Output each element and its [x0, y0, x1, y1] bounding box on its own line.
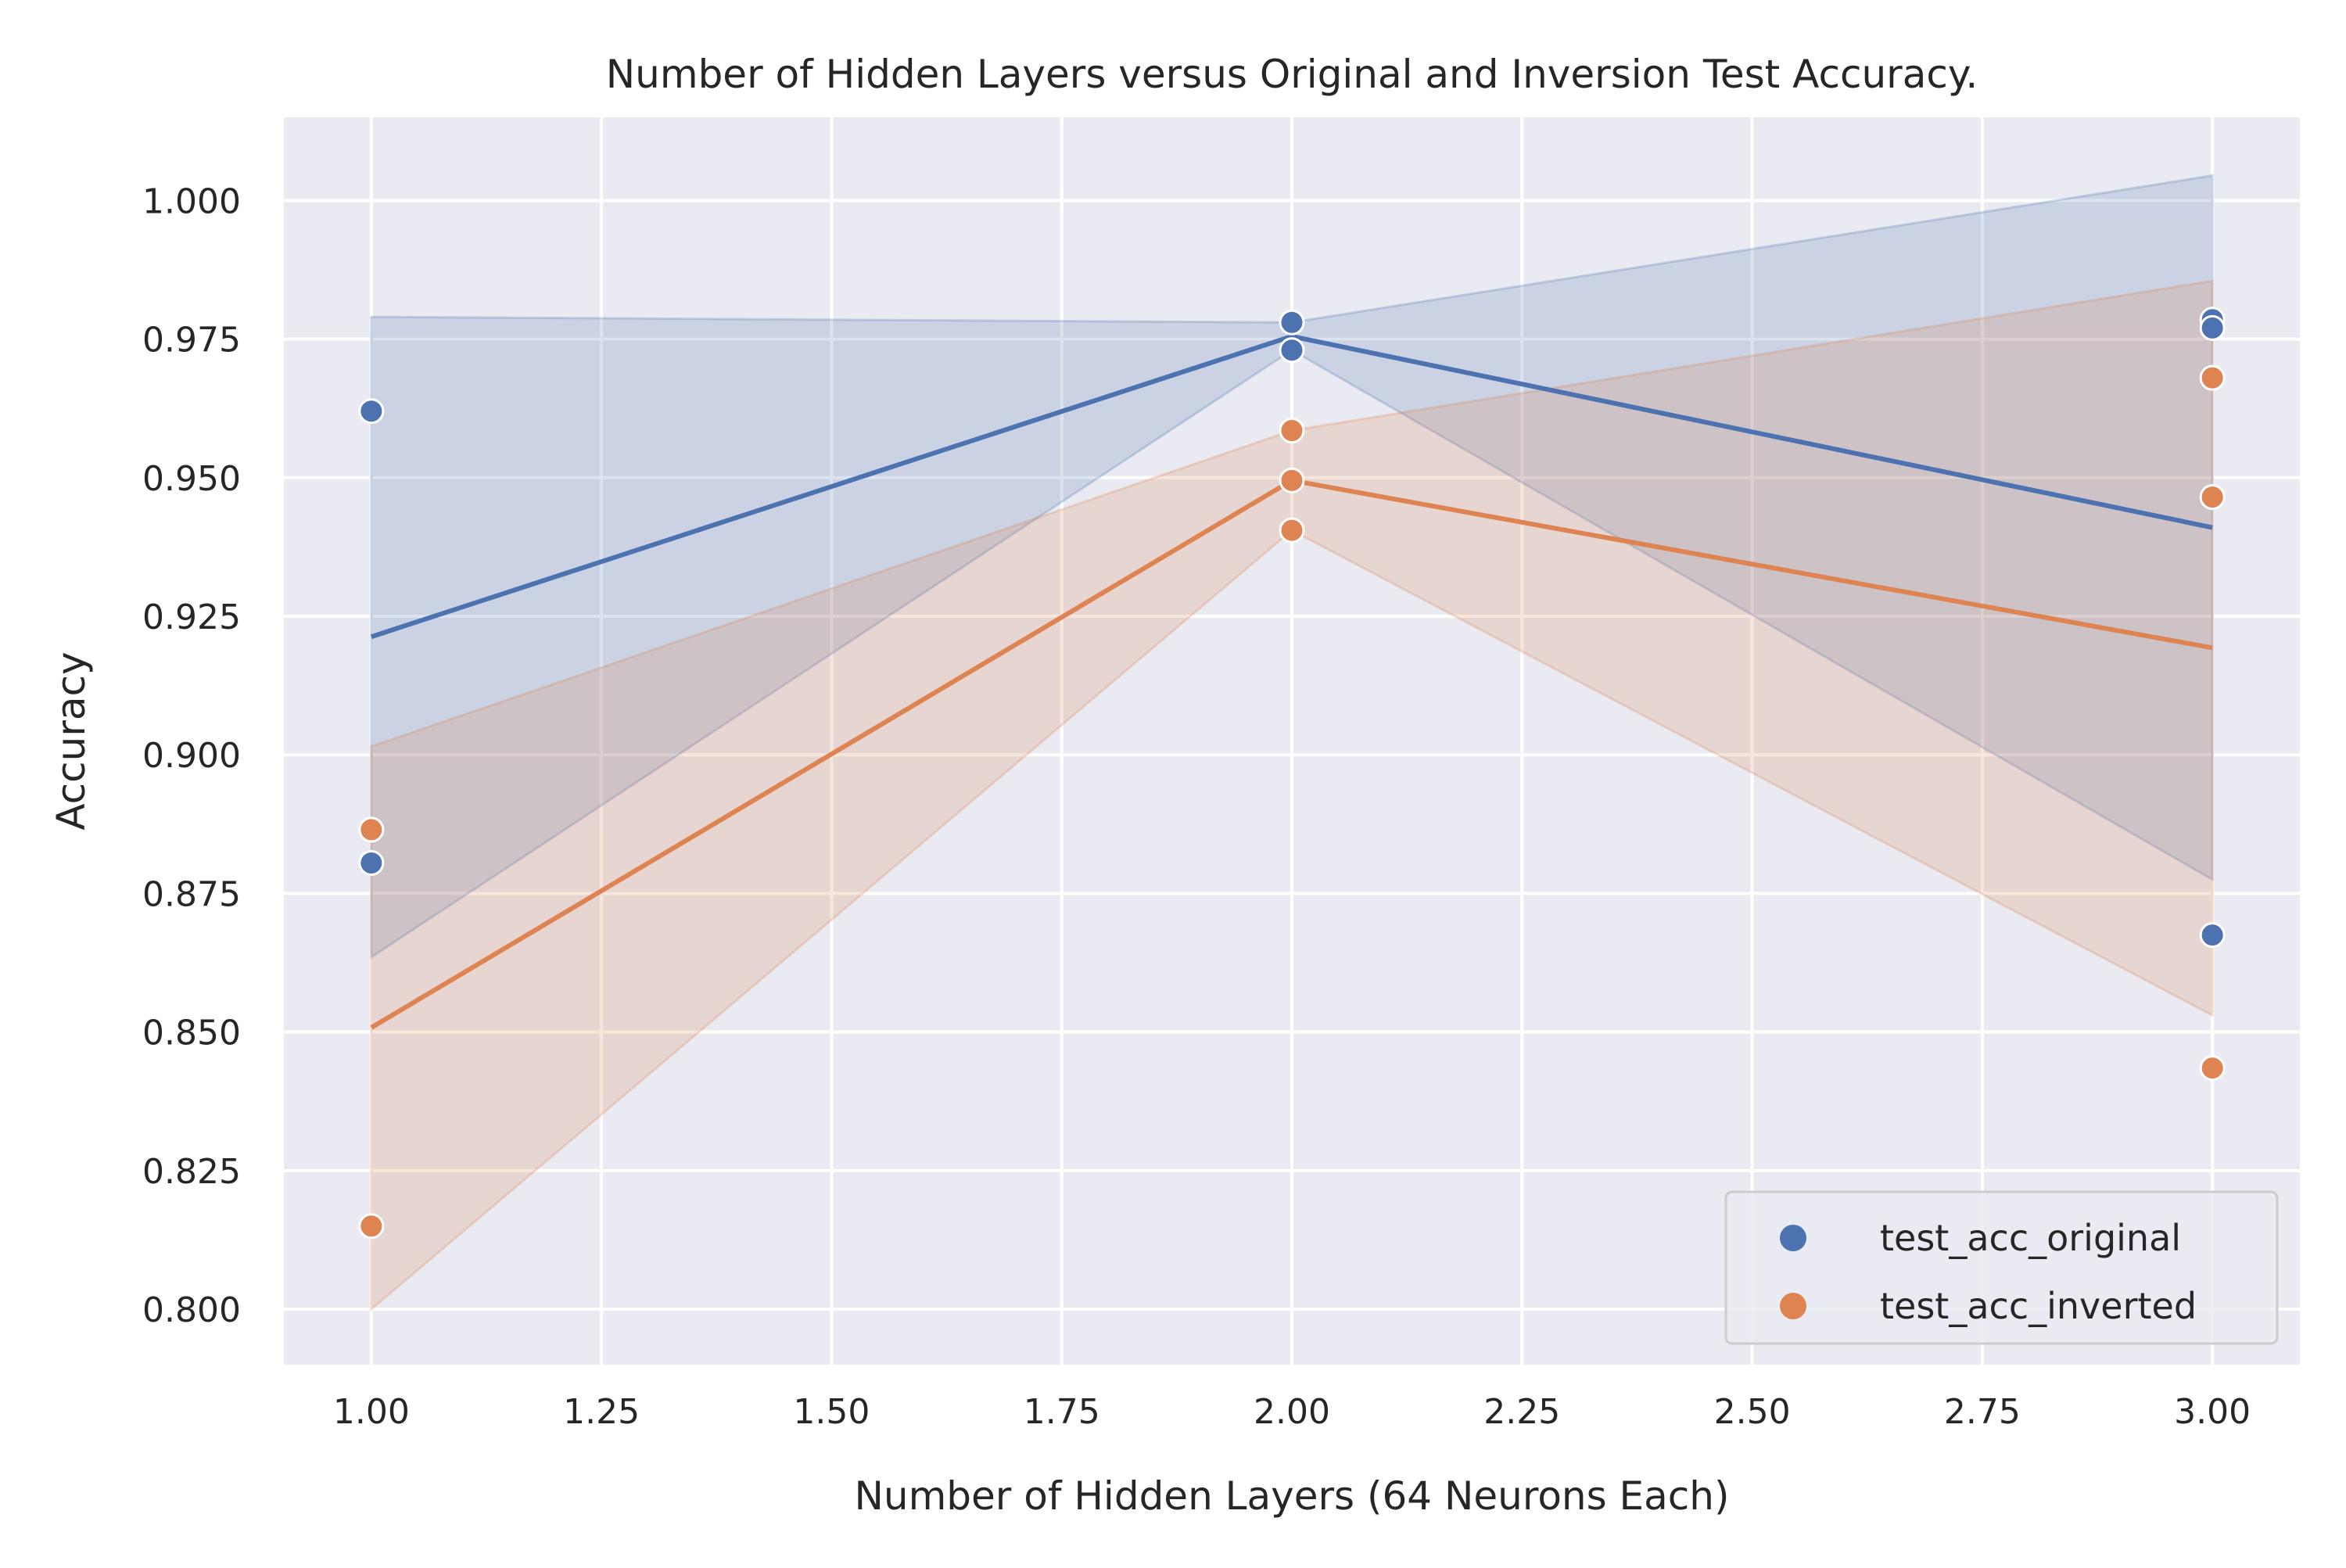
series-line-test_acc_original	[370, 334, 2213, 640]
x-tick-label: 1.00	[333, 1392, 410, 1432]
x-tick-label: 2.50	[1714, 1392, 1791, 1432]
legend-box	[1724, 1190, 2279, 1345]
x-axis-ticks: 1.00 1.25 1.50 1.75 2.00 2.25 2.50 2.75 3.00	[333, 1392, 2251, 1432]
y-tick-label: 0.925	[142, 597, 241, 637]
y-tick-label: 0.800	[142, 1290, 241, 1330]
chart-title: Number of Hidden Layers versus Original …	[606, 52, 1978, 97]
data-points	[358, 307, 2226, 1240]
data-point-test_acc_original	[358, 398, 385, 425]
legend-marker-test_acc_inverted	[1780, 1293, 1806, 1319]
data-point-test_acc_inverted	[2199, 1055, 2226, 1082]
data-point-test_acc_original	[1279, 309, 1305, 335]
y-axis-ticks: 0.800 0.825 0.850 0.875 0.900 0.925 0.950 0.975…	[142, 181, 241, 1330]
x-tick-label: 1.75	[1024, 1392, 1100, 1432]
data-point-test_acc_inverted	[1279, 418, 1305, 444]
legend-label-test_acc_inverted: test_acc_inverted	[1880, 1285, 2197, 1327]
data-point-test_acc_original	[2199, 922, 2226, 949]
y-tick-label: 0.950	[142, 459, 241, 499]
x-tick-label: 1.50	[793, 1392, 870, 1432]
x-tick-label: 2.75	[1944, 1392, 2021, 1432]
data-point-test_acc_inverted	[1279, 467, 1305, 493]
legend-marker-test_acc_original	[1780, 1225, 1806, 1251]
data-point-test_acc_inverted	[358, 1213, 385, 1240]
data-point-test_acc_inverted	[1279, 517, 1305, 544]
x-tick-label: 3.00	[2174, 1392, 2251, 1432]
data-point-test_acc_inverted	[2199, 364, 2226, 391]
y-tick-label: 0.975	[142, 321, 241, 361]
y-tick-label: 0.825	[142, 1152, 241, 1192]
y-tick-label: 0.875	[142, 874, 241, 914]
data-point-test_acc_original	[358, 849, 385, 876]
y-axis-title: Accuracy	[48, 651, 94, 830]
x-tick-label: 2.00	[1254, 1392, 1330, 1432]
data-point-test_acc_inverted	[2199, 484, 2226, 511]
data-point-test_acc_original	[1279, 337, 1305, 364]
data-point-test_acc_inverted	[358, 816, 385, 843]
legend: test_acc_original test_acc_inverted	[1724, 1190, 2279, 1345]
y-tick-label: 0.850	[142, 1014, 241, 1053]
x-tick-label: 1.25	[563, 1392, 640, 1432]
y-tick-label: 0.900	[142, 736, 241, 776]
x-tick-label: 2.25	[1483, 1392, 1560, 1432]
y-tick-label: 1.000	[142, 181, 241, 221]
legend-label-test_acc_original: test_acc_original	[1880, 1217, 2181, 1259]
x-axis-title: Number of Hidden Layers (64 Neurons Each…	[855, 1473, 1730, 1519]
data-point-test_acc_original	[2199, 314, 2226, 341]
